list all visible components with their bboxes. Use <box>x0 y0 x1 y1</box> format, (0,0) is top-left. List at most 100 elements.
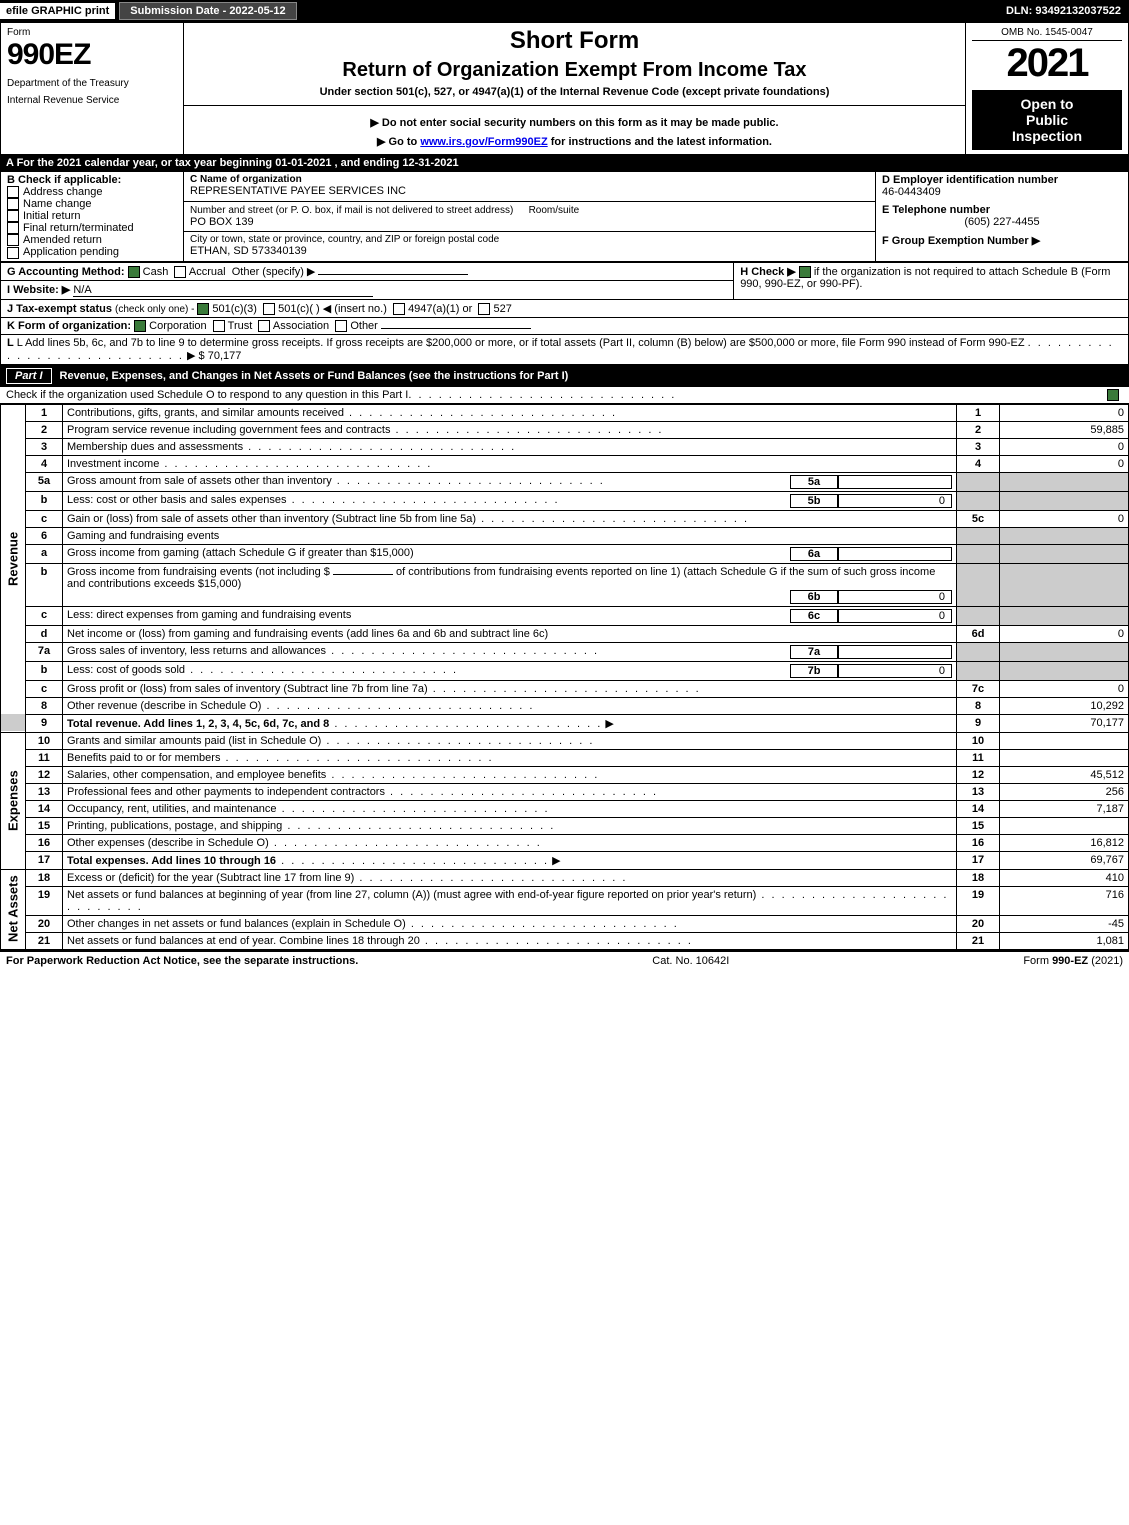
city-value: ETHAN, SD 573340139 <box>190 245 869 257</box>
form-header: Form 990EZ Department of the Treasury In… <box>0 22 1129 155</box>
6b-blank[interactable] <box>333 574 393 575</box>
footer-right: Form 990-EZ (2021) <box>1023 955 1123 967</box>
form-id-cell: Form 990EZ Department of the Treasury In… <box>1 23 184 155</box>
cb-schedule-b[interactable] <box>799 266 811 278</box>
line-k: K Form of organization: Corporation Trus… <box>1 317 1129 334</box>
cb-name-change[interactable]: Name change <box>7 198 177 210</box>
irs-link[interactable]: www.irs.gov/Form990EZ <box>420 136 547 148</box>
part-i-header: Part I Revenue, Expenses, and Changes in… <box>0 365 1129 387</box>
cb-501c[interactable] <box>263 303 275 315</box>
form-word: Form <box>7 27 177 38</box>
row2-amt: 59,885 <box>1000 421 1129 438</box>
cb-sched-o[interactable] <box>1107 389 1119 401</box>
efile-print-label[interactable]: efile GRAPHIC print <box>0 3 115 19</box>
subtitle: Under section 501(c), 527, or 4947(a)(1)… <box>190 86 959 98</box>
room-label: Room/suite <box>529 205 580 216</box>
row2-desc: Program service revenue including govern… <box>63 421 957 438</box>
g-accrual: Accrual <box>189 266 226 278</box>
cb-amended-return[interactable]: Amended return <box>7 234 177 246</box>
side-revenue: Revenue <box>1 404 26 714</box>
footer-catno: Cat. No. 10642I <box>652 955 729 967</box>
city-label: City or town, state or province, country… <box>190 234 869 245</box>
open-inspection-box: Open to Public Inspection <box>972 90 1122 150</box>
part-i-label: Part I <box>6 368 52 384</box>
main-title: Return of Organization Exempt From Incom… <box>190 59 959 82</box>
website-value: N/A <box>73 284 373 297</box>
form-number: 990EZ <box>7 38 177 72</box>
sched-o-text: Check if the organization used Schedule … <box>6 389 408 401</box>
cb-501c3[interactable] <box>197 303 209 315</box>
street-cell: Number and street (or P. O. box, if mail… <box>184 201 876 232</box>
e-label: E Telephone number <box>882 204 1122 216</box>
right-info-col: D Employer identification number 46-0443… <box>876 172 1129 262</box>
f-label: F Group Exemption Number ▶ <box>882 234 1122 247</box>
top-bar: efile GRAPHIC print Submission Date - 20… <box>0 0 1129 22</box>
instr-goto: ▶ Go to www.irs.gov/Form990EZ for instru… <box>190 135 959 148</box>
year-cell: OMB No. 1545-0047 2021 Open to Public In… <box>966 23 1129 155</box>
submission-date-button[interactable]: Submission Date - 2022-05-12 <box>119 2 296 20</box>
cb-final-return[interactable]: Final return/terminated <box>7 222 177 234</box>
j-label: J Tax-exempt status <box>7 303 112 315</box>
part-i-title: Revenue, Expenses, and Changes in Net As… <box>60 370 569 382</box>
g-other: Other (specify) ▶ <box>232 266 316 278</box>
page-footer: For Paperwork Reduction Act Notice, see … <box>0 950 1129 970</box>
line-i: I Website: ▶ N/A <box>1 280 734 299</box>
tax-year: 2021 <box>972 41 1122 86</box>
instr-ssn: ▶ Do not enter social security numbers o… <box>190 116 959 129</box>
open-line3: Inspection <box>978 128 1116 144</box>
row1-num: 1 <box>26 404 63 421</box>
b-header: B Check if applicable: <box>7 174 177 186</box>
cb-address-change[interactable]: Address change <box>7 186 177 198</box>
section-b-checkboxes: B Check if applicable: Address change Na… <box>1 172 184 262</box>
l-amount: $ 70,177 <box>199 350 242 362</box>
l-text: L Add lines 5b, 6c, and 7b to line 9 to … <box>17 337 1025 349</box>
line-g: G Accounting Method: Cash Accrual Other … <box>1 262 734 280</box>
line-j: J Tax-exempt status (check only one) - 5… <box>1 299 1129 317</box>
org-name-cell: C Name of organization REPRESENTATIVE PA… <box>184 172 876 202</box>
k-other-input[interactable] <box>381 328 531 329</box>
h-text: if the organization is not required to a… <box>740 266 1110 290</box>
side-expenses: Expenses <box>1 732 26 869</box>
side-netassets: Net Assets <box>1 869 26 949</box>
street-label: Number and street (or P. O. box, if mail… <box>190 205 513 216</box>
ein-value: 46-0443409 <box>882 186 1122 198</box>
i-label: I Website: ▶ <box>7 284 70 296</box>
dept-irs: Internal Revenue Service <box>7 95 177 106</box>
row1-box: 1 <box>957 404 1000 421</box>
open-line2: Public <box>978 112 1116 128</box>
org-name: REPRESENTATIVE PAYEE SERVICES INC <box>190 185 869 197</box>
city-cell: City or town, state or province, country… <box>184 232 876 262</box>
row1-desc: Contributions, gifts, grants, and simila… <box>63 404 957 421</box>
h-label: H Check ▶ <box>740 266 796 278</box>
title-cell: Short Form Return of Organization Exempt… <box>184 23 966 106</box>
j-sub: (check only one) - <box>115 304 197 315</box>
phone-value: (605) 227-4455 <box>882 216 1122 228</box>
line-h: H Check ▶ if the organization is not req… <box>734 262 1129 299</box>
part-i-grid: Revenue 1 Contributions, gifts, grants, … <box>0 404 1129 950</box>
cb-4947[interactable] <box>393 303 405 315</box>
cb-application-pending[interactable]: Application pending <box>7 246 177 258</box>
cb-trust[interactable] <box>213 320 225 332</box>
cb-accrual[interactable] <box>174 266 186 278</box>
open-line1: Open to <box>978 96 1116 112</box>
org-info-table: B Check if applicable: Address change Na… <box>0 171 1129 262</box>
g-cash: Cash <box>143 266 169 278</box>
cb-527[interactable] <box>478 303 490 315</box>
c-label: C Name of organization <box>190 174 869 185</box>
section-a-period: A For the 2021 calendar year, or tax yea… <box>0 155 1129 171</box>
omb-number: OMB No. 1545-0047 <box>972 27 1122 41</box>
instr2-suffix: for instructions and the latest informat… <box>551 136 772 148</box>
line-l: L L Add lines 5b, 6c, and 7b to line 9 t… <box>1 334 1129 364</box>
cb-cash[interactable] <box>128 266 140 278</box>
g-label: G Accounting Method: <box>7 266 125 278</box>
g-other-input[interactable] <box>318 274 468 275</box>
row1-amt: 0 <box>1000 404 1129 421</box>
cb-other-org[interactable] <box>335 320 347 332</box>
dept-treasury: Department of the Treasury <box>7 78 177 89</box>
cb-association[interactable] <box>258 320 270 332</box>
cb-corporation[interactable] <box>134 320 146 332</box>
cb-initial-return[interactable]: Initial return <box>7 210 177 222</box>
ghijkl-table: G Accounting Method: Cash Accrual Other … <box>0 262 1129 365</box>
k-label: K Form of organization: <box>7 320 131 332</box>
short-form-title: Short Form <box>190 27 959 55</box>
